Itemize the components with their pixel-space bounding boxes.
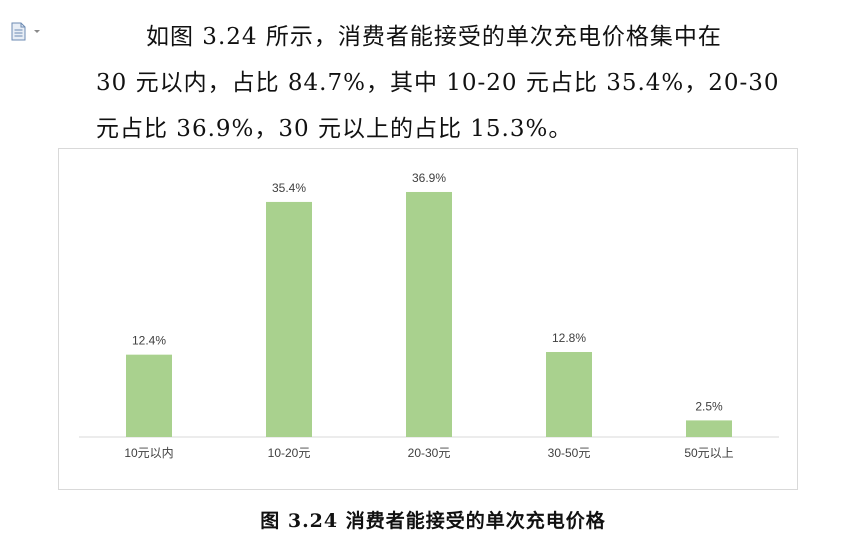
x-tick-label-3: 20-30元 — [408, 446, 451, 460]
data-label-3: 36.9% — [412, 171, 446, 185]
body-paragraph: 如图 3.24 所示，消费者能接受的单次充电价格集中在 30 元以内，占比 84… — [96, 14, 796, 152]
x-tick-label-1: 10元以内 — [124, 446, 173, 460]
figure-caption: 图 3.24 消费者能接受的单次充电价格 — [260, 510, 606, 532]
data-label-5: 2.5% — [695, 399, 723, 413]
x-tick-label-4: 30-50元 — [548, 446, 591, 460]
paragraph-line-2: 30 元以内，占比 84.7%，其中 10-20 元占比 35.4%，20-30 — [96, 70, 780, 96]
x-tick-label-2: 10-20元 — [268, 446, 311, 460]
x-tick-label-5: 50元以上 — [684, 446, 733, 460]
bar-1 — [126, 354, 172, 437]
bar-chart: 12.4% 10元以内 35.4% 10-20元 36.9% 20-30元 12.8% 30-… — [58, 148, 798, 490]
data-label-1: 12.4% — [132, 334, 166, 348]
paragraph-line-3: 元占比 36.9%，30 元以上的占比 15.3%。 — [96, 116, 573, 142]
bar-3 — [406, 191, 452, 437]
bar-4 — [546, 352, 592, 437]
document-icon[interactable] — [10, 22, 44, 42]
chart-canvas: 12.4% 10元以内 35.4% 10-20元 36.9% 20-30元 12.8% 30-… — [79, 171, 779, 460]
bar-5 — [686, 420, 732, 437]
paragraph-line-1: 如图 3.24 所示，消费者能接受的单次充电价格集中在 — [146, 24, 722, 50]
dropdown-arrow-icon — [34, 30, 40, 33]
data-label-2: 35.4% — [272, 181, 306, 195]
bar-2 — [266, 201, 312, 437]
data-label-4: 12.8% — [552, 331, 586, 345]
